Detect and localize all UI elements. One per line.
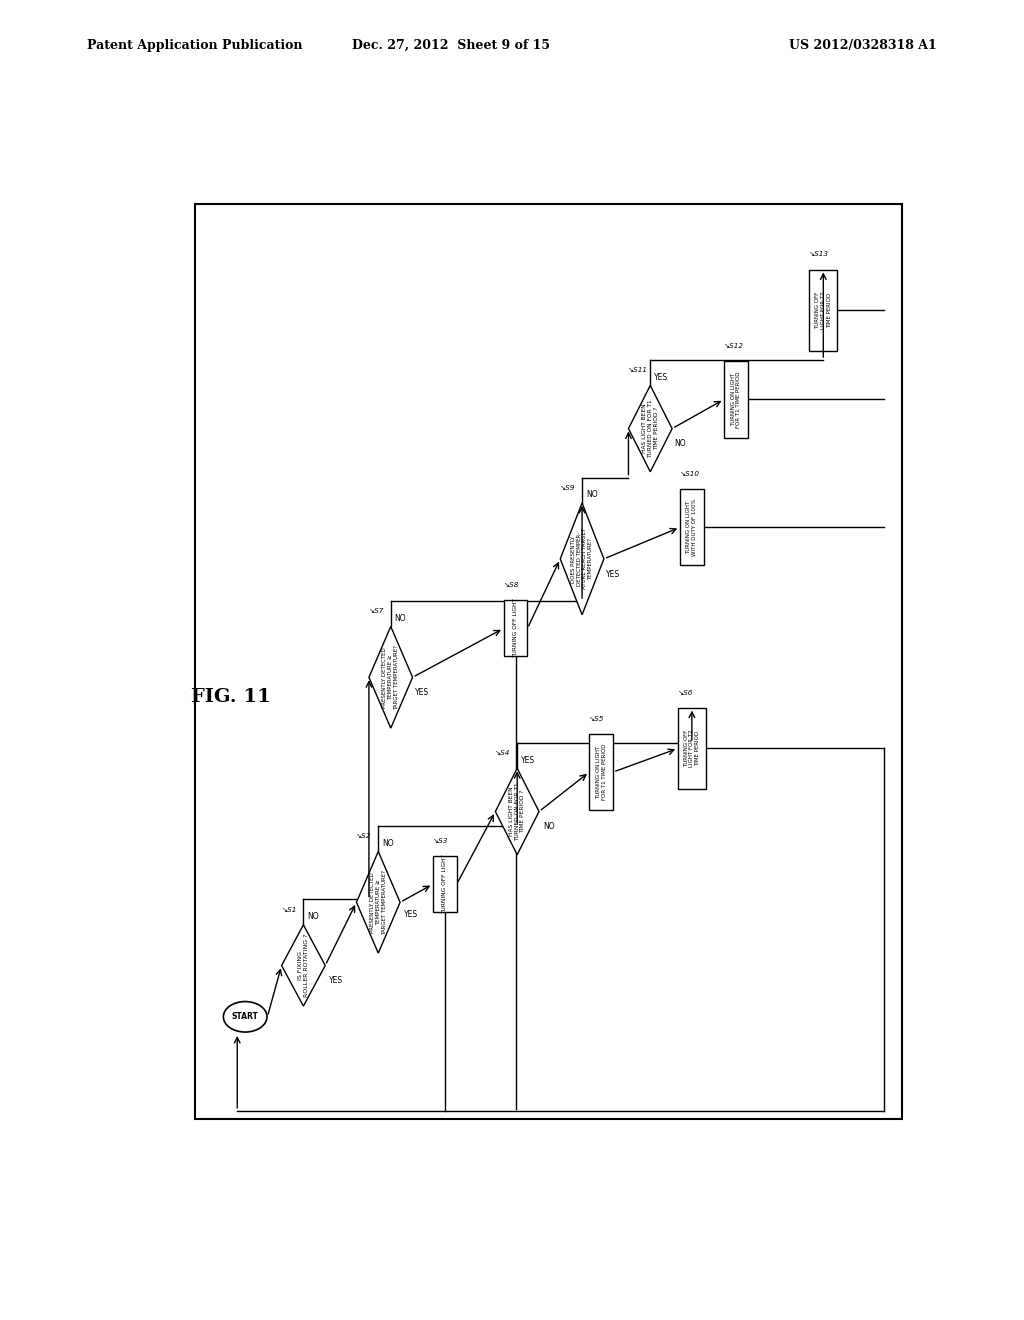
- Text: NO: NO: [675, 440, 686, 449]
- Text: ↘S6: ↘S6: [678, 689, 693, 696]
- Text: ↘S5: ↘S5: [589, 715, 605, 722]
- Text: ↘S7: ↘S7: [369, 609, 384, 614]
- Text: TURNING ON LIGHT
FOR T1 TIME PERIOD: TURNING ON LIGHT FOR T1 TIME PERIOD: [596, 743, 606, 800]
- Text: TURNING OFF
LIGHT FOR T2
TIME PERIOD: TURNING OFF LIGHT FOR T2 TIME PERIOD: [684, 730, 700, 767]
- Text: NO: NO: [394, 614, 407, 623]
- Bar: [724, 362, 748, 437]
- Bar: [196, 205, 902, 1119]
- Text: ↘S8: ↘S8: [504, 582, 519, 589]
- Text: DOES PRESENTLY
DETECTED TEMPER-
ATURE REACH TARGET
TEMPERATURE?: DOES PRESENTLY DETECTED TEMPER- ATURE RE…: [570, 528, 593, 590]
- Bar: [433, 857, 457, 912]
- Text: ↘S12: ↘S12: [724, 343, 744, 348]
- Text: NO: NO: [307, 912, 319, 921]
- Text: US 2012/0328318 A1: US 2012/0328318 A1: [790, 38, 937, 51]
- Bar: [809, 269, 838, 351]
- Text: YES: YES: [415, 688, 429, 697]
- Text: YES: YES: [606, 570, 621, 578]
- Text: PRESENTLY DETECTED
TEMPERATURE ≥
TARGET TEMPERATURE?: PRESENTLY DETECTED TEMPERATURE ≥ TARGET …: [382, 644, 399, 710]
- Text: TURNING OFF
LIGHT FOR T2
TIME PERIOD: TURNING OFF LIGHT FOR T2 TIME PERIOD: [815, 292, 831, 329]
- Bar: [678, 708, 706, 789]
- Text: ↘S11: ↘S11: [629, 367, 648, 374]
- Text: ↘S13: ↘S13: [809, 251, 829, 257]
- Text: ↘S1: ↘S1: [282, 907, 297, 912]
- Polygon shape: [369, 627, 413, 729]
- Text: HAS LIGHT BEEN
TURNED ON FOR T1
TIME PERIOD ?: HAS LIGHT BEEN TURNED ON FOR T1 TIME PER…: [509, 783, 525, 841]
- Text: ↘S10: ↘S10: [680, 471, 700, 477]
- Text: YES: YES: [654, 372, 669, 381]
- Polygon shape: [629, 385, 672, 471]
- Text: FIG. 11: FIG. 11: [191, 688, 271, 706]
- Text: START: START: [231, 1012, 259, 1022]
- Bar: [589, 734, 613, 810]
- Polygon shape: [282, 925, 326, 1006]
- Text: ↘S9: ↘S9: [560, 484, 575, 491]
- Polygon shape: [560, 503, 604, 615]
- Text: IS FIXING
ROLLER ROTATING ?: IS FIXING ROLLER ROTATING ?: [298, 933, 309, 997]
- Text: ↘S3: ↘S3: [433, 838, 449, 843]
- Text: TURNING ON LIGHT
FOR T1 TIME PERIOD: TURNING ON LIGHT FOR T1 TIME PERIOD: [730, 371, 741, 428]
- Text: NO: NO: [543, 822, 555, 832]
- Text: PRESENTLY DETECTED
TEMPERATURE ≥
TARGET TEMPERATURE?: PRESENTLY DETECTED TEMPERATURE ≥ TARGET …: [370, 870, 387, 935]
- Text: YES: YES: [329, 977, 343, 985]
- Text: YES: YES: [404, 909, 418, 919]
- Text: ↘S2: ↘S2: [356, 833, 372, 840]
- Text: Dec. 27, 2012  Sheet 9 of 15: Dec. 27, 2012 Sheet 9 of 15: [351, 38, 550, 51]
- Text: TURNING ON LIGHT
WITH DUTY OF 100%: TURNING ON LIGHT WITH DUTY OF 100%: [686, 499, 697, 556]
- Text: HAS LIGHT BEEN
TURNED ON FOR T1
TIME PERIOD ?: HAS LIGHT BEEN TURNED ON FOR T1 TIME PER…: [642, 399, 658, 458]
- Text: NO: NO: [382, 840, 394, 847]
- Text: YES: YES: [521, 755, 536, 764]
- Text: TURNING OFF LIGHT: TURNING OFF LIGHT: [513, 598, 518, 659]
- Text: TURNING OFF LIGHT: TURNING OFF LIGHT: [442, 854, 447, 915]
- Text: Patent Application Publication: Patent Application Publication: [87, 38, 302, 51]
- Polygon shape: [356, 851, 400, 953]
- Text: ↘S4: ↘S4: [496, 750, 511, 756]
- Polygon shape: [496, 768, 539, 855]
- Ellipse shape: [223, 1002, 267, 1032]
- Bar: [680, 490, 703, 565]
- Bar: [504, 601, 527, 656]
- Text: NO: NO: [586, 490, 598, 499]
